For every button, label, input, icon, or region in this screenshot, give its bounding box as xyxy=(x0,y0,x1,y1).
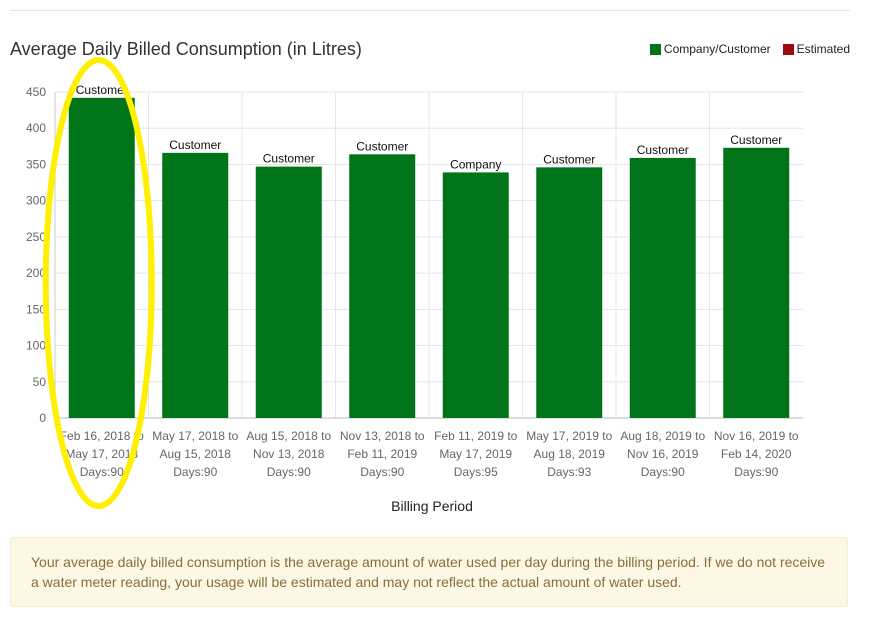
x-tick-label: Feb 14, 2020 xyxy=(721,447,792,461)
y-tick-label: 300 xyxy=(26,194,46,208)
x-tick-label: Nov 13, 2018 xyxy=(253,447,325,461)
x-tick-label: Aug 15, 2018 to xyxy=(246,429,331,443)
data-label: Customer xyxy=(169,138,221,152)
y-tick-label: 400 xyxy=(26,121,46,135)
x-tick-label: Nov 13, 2018 to xyxy=(340,429,425,443)
y-tick-label: 150 xyxy=(26,302,46,316)
x-tick-label: Days:90 xyxy=(360,465,404,479)
x-tick-label: Feb 11, 2019 to xyxy=(434,429,518,443)
x-tick-label: May 17, 2018 xyxy=(65,447,138,461)
data-label: Customer xyxy=(263,152,315,166)
data-label: Customer xyxy=(356,139,408,153)
y-tick-label: 200 xyxy=(26,266,46,280)
bar xyxy=(723,147,790,418)
legend-swatch-estimated xyxy=(782,43,794,55)
legend-label-company-customer: Company/Customer xyxy=(663,42,771,56)
x-tick-label: Nov 16, 2019 xyxy=(627,447,699,461)
legend-item-estimated[interactable]: Estimated xyxy=(782,42,850,56)
data-label: Customer xyxy=(76,83,128,97)
x-tick-label: Days:90 xyxy=(734,465,778,479)
x-axis-title: Billing Period xyxy=(391,498,473,514)
x-tick-label: May 17, 2019 xyxy=(439,447,512,461)
x-tick-label: May 17, 2018 to xyxy=(152,429,238,443)
x-tick-label: Nov 16, 2019 to xyxy=(714,429,799,443)
y-tick-label: 100 xyxy=(26,339,46,353)
x-tick-label: Days:93 xyxy=(547,465,591,479)
data-label: Customer xyxy=(637,143,689,157)
x-tick-label: Aug 18, 2019 xyxy=(534,447,606,461)
data-label: Company xyxy=(450,157,501,171)
bar xyxy=(536,167,603,418)
y-tick-label: 250 xyxy=(26,230,46,244)
y-tick-label: 0 xyxy=(39,411,46,425)
info-note: Your average daily billed consumption is… xyxy=(10,537,848,607)
highlight-ellipse xyxy=(42,57,155,509)
x-tick-label: Days:90 xyxy=(641,465,685,479)
y-tick-label: 50 xyxy=(33,375,47,389)
legend-item-company-customer[interactable]: Company/Customer xyxy=(649,42,771,56)
bar xyxy=(162,152,229,418)
bar xyxy=(255,166,322,418)
x-tick-label: Days:90 xyxy=(267,465,311,479)
top-divider xyxy=(10,10,850,11)
x-tick-label: Days:90 xyxy=(80,465,124,479)
bar xyxy=(68,97,135,418)
y-tick-label: 350 xyxy=(26,157,46,171)
bar xyxy=(629,157,696,418)
x-tick-label: Days:90 xyxy=(173,465,217,479)
bar-chart: 0 50 100 150 200 250 300 350 400 450 Customer Feb 1… xyxy=(26,57,803,514)
data-label: Customer xyxy=(543,152,595,166)
data-label: Customer xyxy=(730,133,782,147)
x-tick-label: Days:95 xyxy=(454,465,498,479)
bar xyxy=(442,172,509,418)
x-tick-label: Feb 16, 2018 to xyxy=(60,429,144,443)
legend-swatch-company-customer xyxy=(649,43,661,55)
y-tick-label: 450 xyxy=(26,85,46,99)
x-tick-label: Aug 18, 2019 to xyxy=(620,429,705,443)
x-tick-label: Feb 11, 2019 xyxy=(347,447,417,461)
x-tick-label: Aug 15, 2018 xyxy=(160,447,232,461)
chart-title: Average Daily Billed Consumption (in Lit… xyxy=(10,39,362,59)
x-tick-label: May 17, 2019 to xyxy=(526,429,612,443)
chart-legend: Company/Customer Estimated xyxy=(638,42,850,56)
bar xyxy=(349,154,416,418)
legend-label-estimated: Estimated xyxy=(796,42,850,56)
